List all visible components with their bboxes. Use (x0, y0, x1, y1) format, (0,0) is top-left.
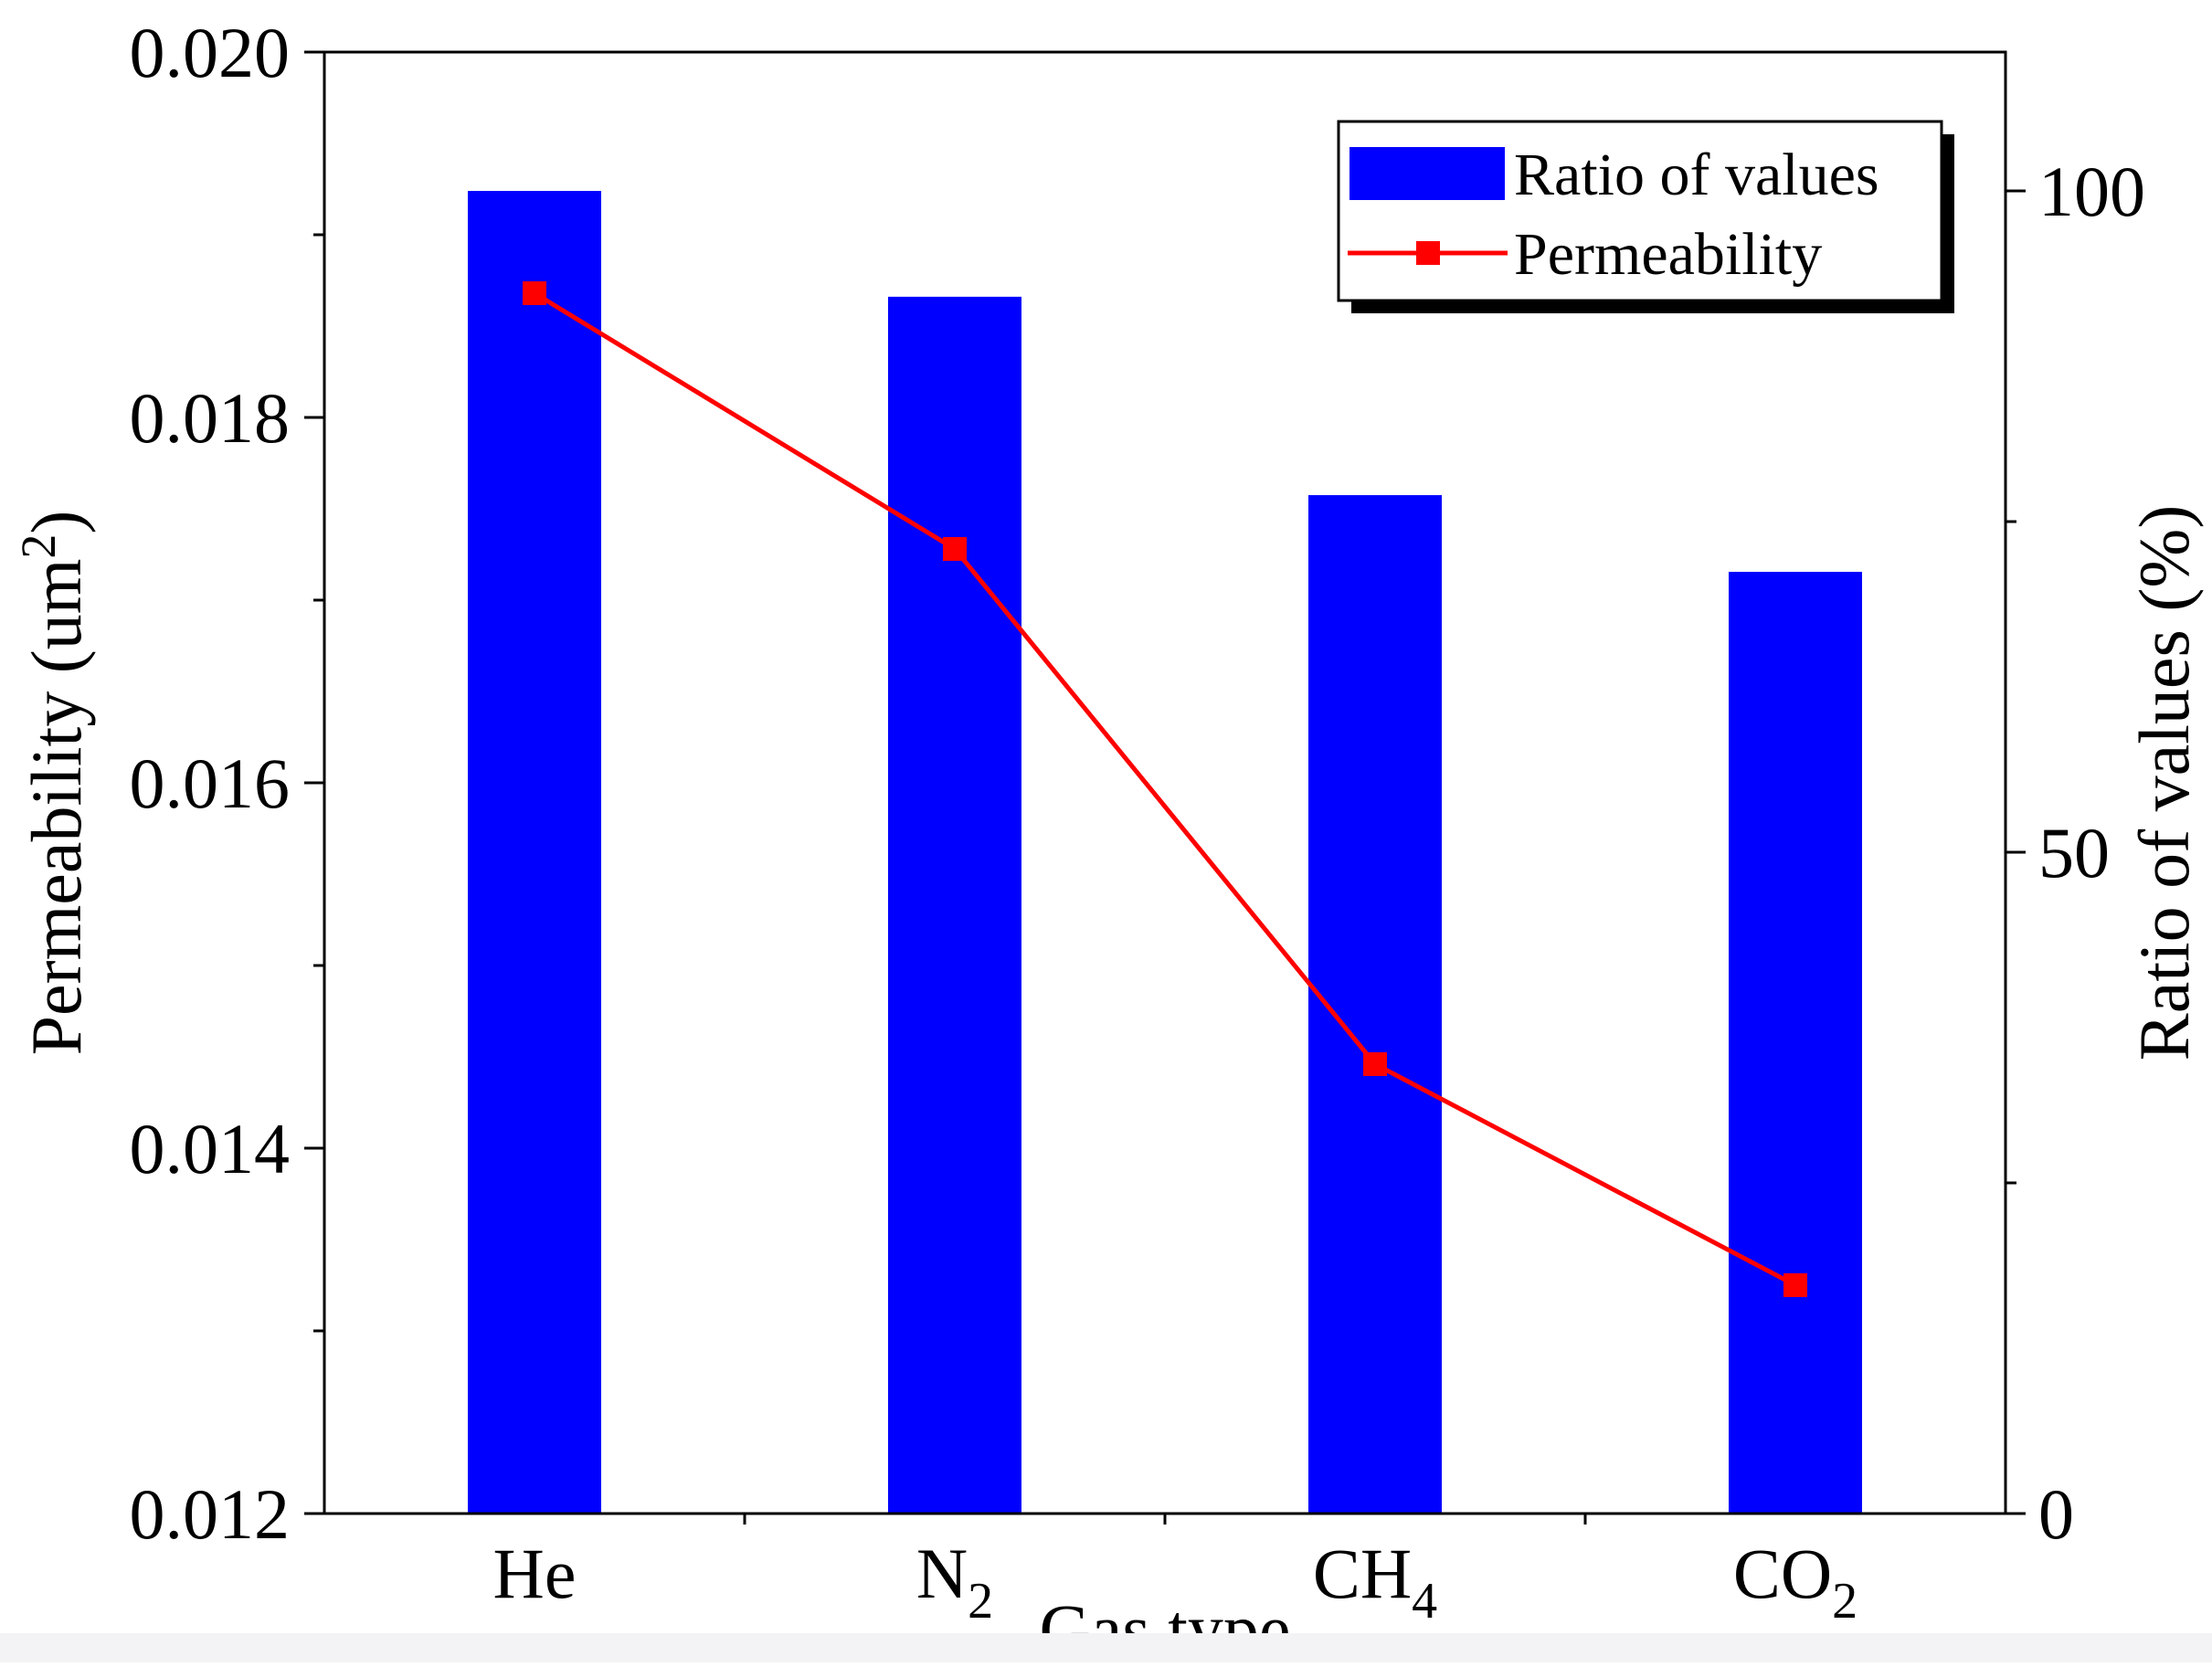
legend-marker-swatch (1416, 241, 1440, 265)
bottom-strip (0, 1633, 2212, 1662)
bar-ch4 (1308, 495, 1442, 1514)
legend-label-permeability: Permeability (1514, 221, 1822, 288)
bar-he (468, 191, 601, 1514)
x-tick-label: N2 (916, 1534, 993, 1630)
right-tick-label: 50 (2038, 813, 2110, 892)
bar-co2 (1729, 572, 1862, 1514)
permeability-marker (1783, 1273, 1807, 1297)
left-tick-label: 0.018 (130, 378, 291, 458)
right-tick-label: 0 (2038, 1474, 2074, 1554)
left-tick-label: 0.020 (130, 13, 291, 92)
left-axis-title: Permeability (um2) (11, 511, 96, 1056)
legend-label-ratio: Ratio of values (1514, 142, 1879, 208)
bar-n2 (888, 296, 1021, 1514)
permeability-marker (943, 537, 967, 561)
right-tick-label: 100 (2038, 152, 2145, 231)
x-tick-label: CH4 (1313, 1534, 1437, 1630)
left-tick-label: 0.012 (130, 1474, 291, 1554)
left-tick-label: 0.014 (130, 1109, 291, 1188)
permeability-marker (1363, 1052, 1387, 1076)
left-tick-label: 0.016 (130, 744, 291, 823)
x-tick-label: He (493, 1534, 577, 1613)
permeability-line (533, 290, 1797, 1288)
right-axis-title: Ratio of values (%) (2124, 505, 2204, 1061)
permeability-marker (523, 281, 546, 305)
legend-bar-swatch (1349, 147, 1505, 200)
x-tick-label: CO2 (1733, 1534, 1857, 1630)
